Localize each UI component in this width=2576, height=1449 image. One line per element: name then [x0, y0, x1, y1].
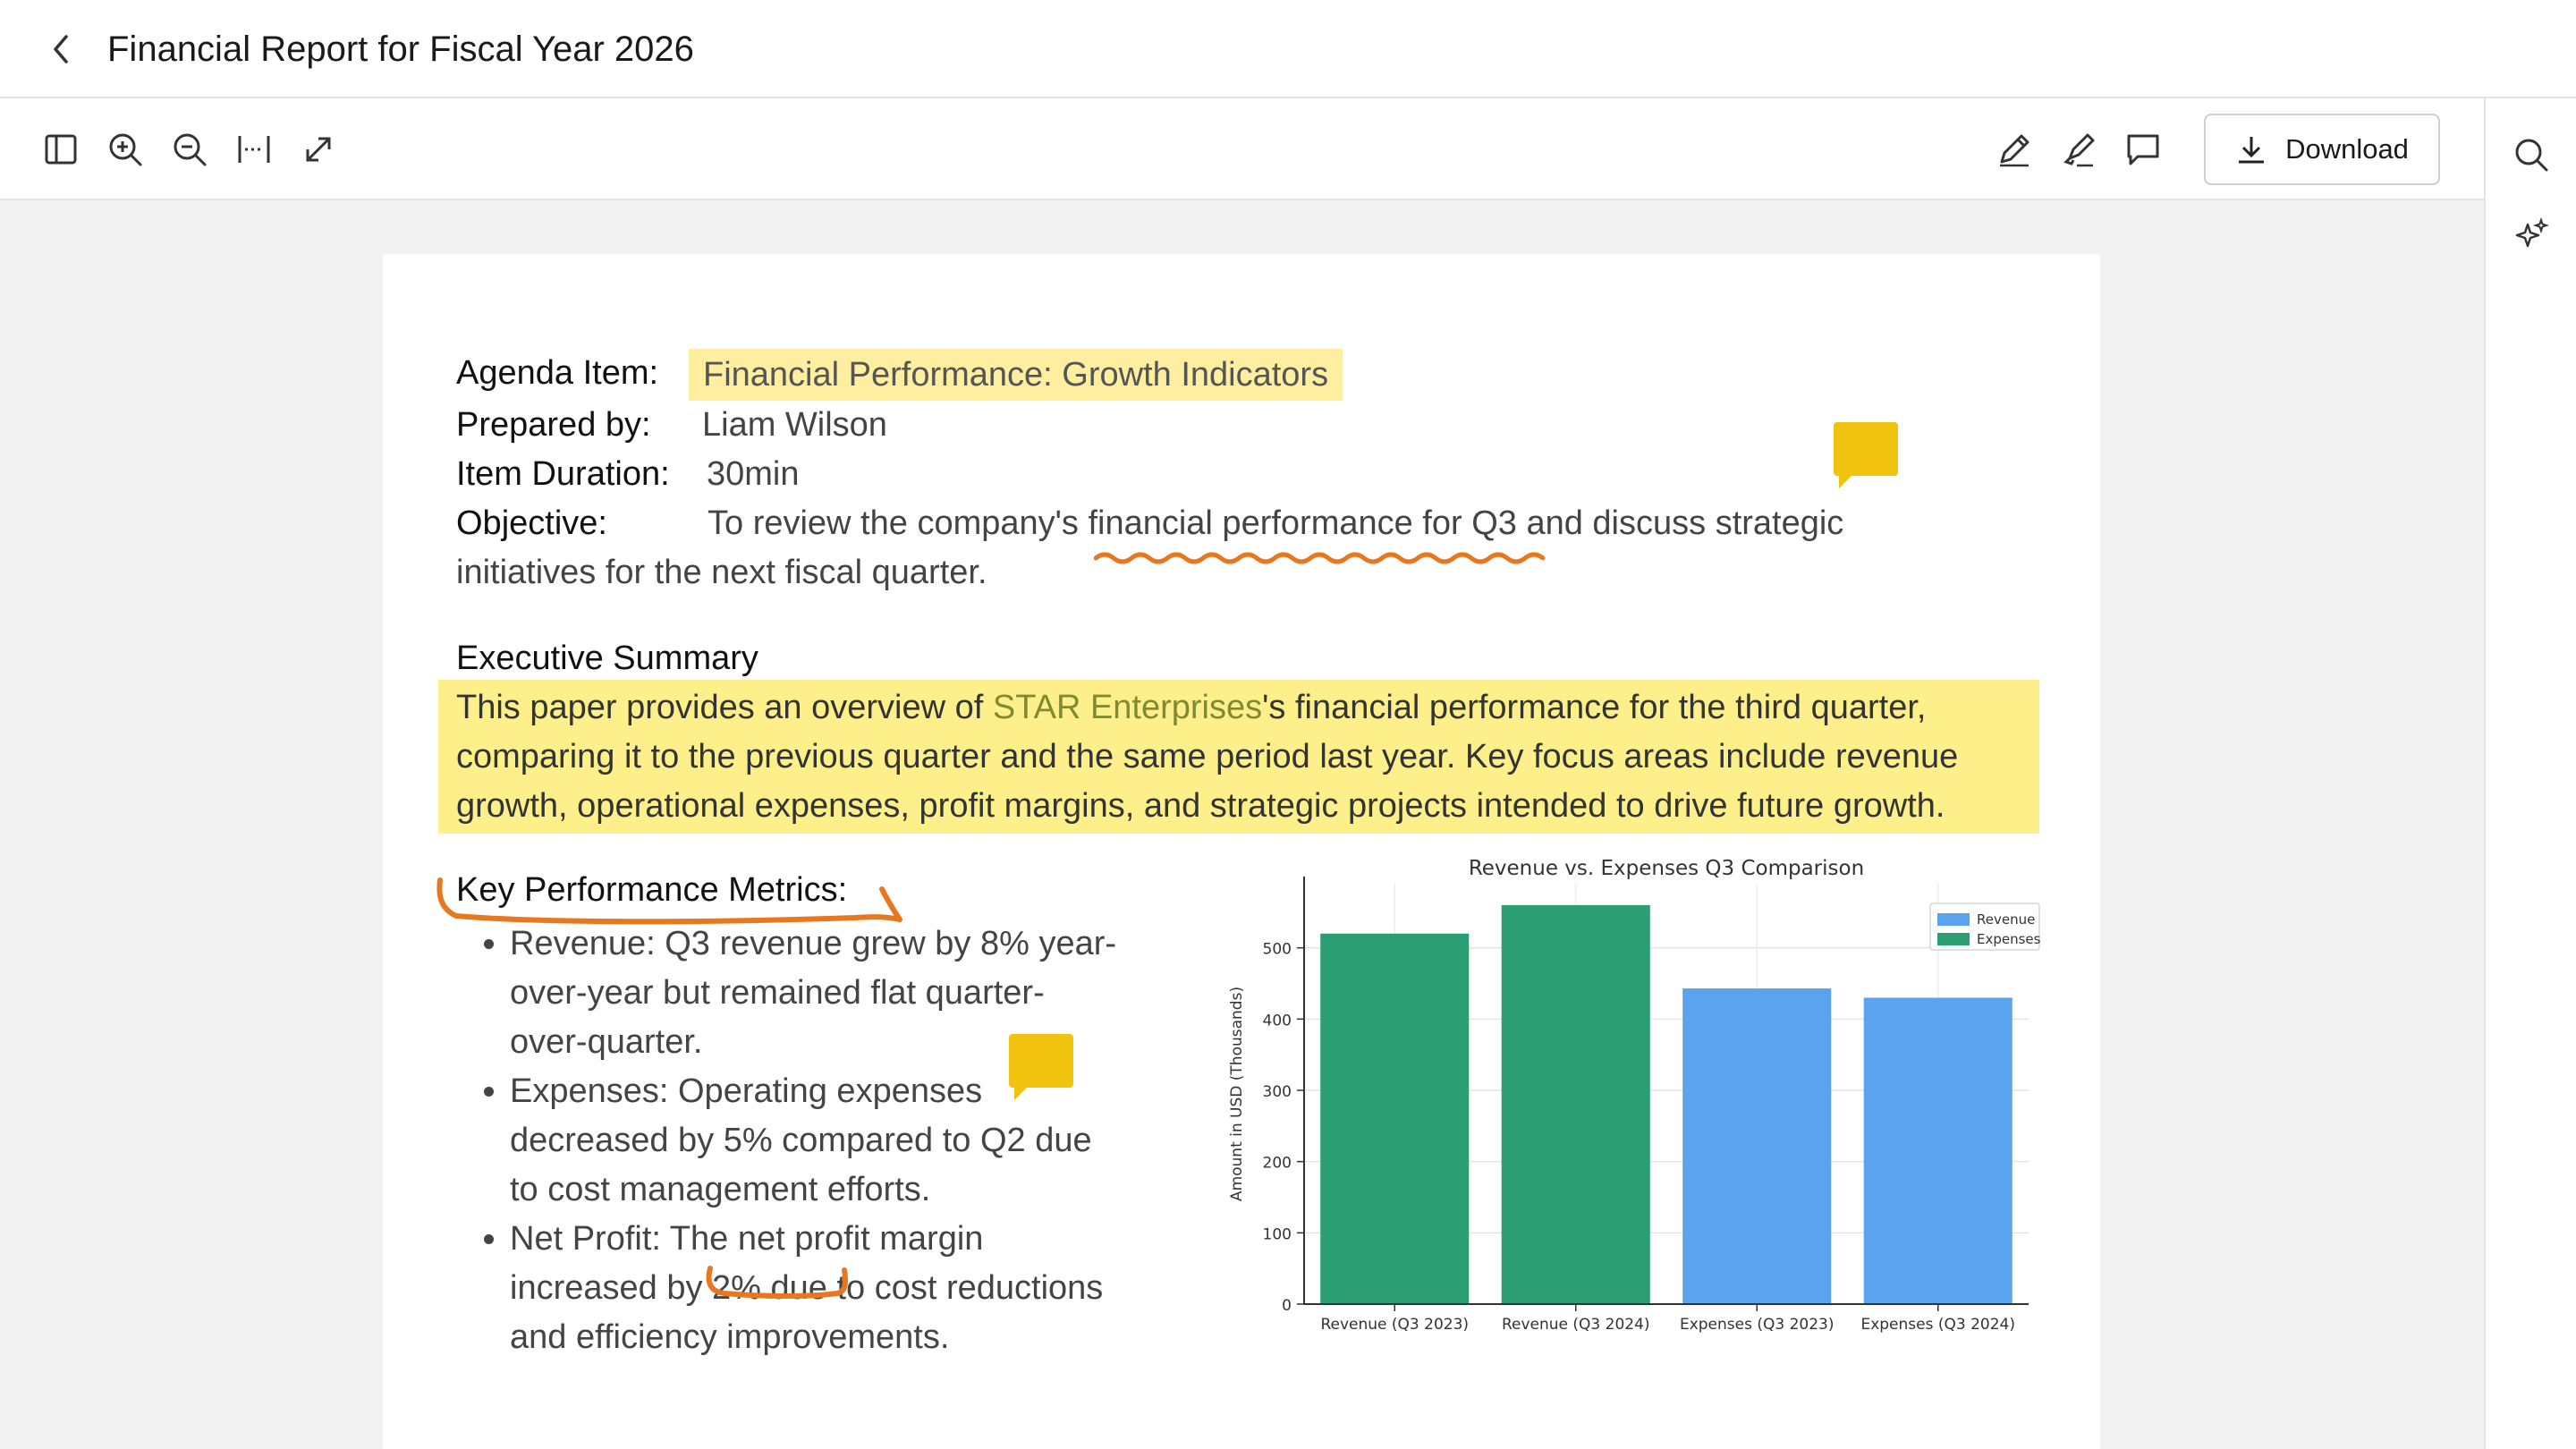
toggle-sidebar-button[interactable]: [41, 130, 80, 169]
summary-line3: growth, operational expenses, profit mar…: [456, 787, 1945, 825]
back-button[interactable]: [39, 27, 84, 72]
y-tick-label: 0: [1282, 1297, 1292, 1315]
objective-underlined: financial performance for Q3: [1088, 504, 1517, 542]
highlighter-tool-button[interactable]: [2059, 130, 2098, 169]
right-rail: [2484, 98, 2576, 1449]
download-icon: [2239, 137, 2265, 164]
legend-swatch: [1937, 913, 1970, 926]
toolbar: Download: [0, 98, 2484, 200]
expand-button[interactable]: [299, 130, 338, 169]
objective-label: Objective:: [456, 504, 607, 542]
sidebar-toggle-icon: [45, 134, 77, 165]
legend-label: Revenue: [1977, 911, 2035, 928]
summary-pre: This paper provides an overview of: [456, 689, 993, 726]
squiggle-underline-annotation[interactable]: [1094, 546, 1559, 572]
bullet2-line1: Expenses: Operating expenses: [510, 1072, 983, 1110]
duration-label: Item Duration:: [456, 455, 670, 493]
sparkle-icon: [2515, 217, 2549, 248]
zoom-in-icon: [109, 133, 142, 166]
search-icon: [2515, 139, 2548, 172]
document-title: Financial Report for Fiscal Year 2026: [107, 30, 694, 69]
objective-line2: initiatives for the next fiscal quarter.: [456, 554, 987, 591]
y-tick-label: 300: [1263, 1083, 1292, 1101]
zoom-in-button[interactable]: [106, 130, 145, 169]
summary-heading: Executive Summary: [456, 640, 758, 677]
bullet3-line3: and efficiency improvements.: [510, 1318, 950, 1356]
search-button[interactable]: [2509, 132, 2554, 177]
summary-company: STAR Enterprises: [992, 689, 1263, 726]
y-tick-label: 100: [1263, 1225, 1292, 1243]
comment-icon: [2127, 134, 2159, 165]
download-label: Download: [2285, 133, 2409, 165]
expand-icon: [306, 137, 331, 162]
bullet3-line2-post: to cost reductions: [826, 1269, 1104, 1307]
highlighter-icon: [2063, 133, 2095, 167]
document-page: Agenda Item: Financial Performance: Grow…: [383, 254, 2100, 1449]
duration-value: 30min: [707, 455, 800, 493]
revenue-expenses-chart: Revenue vs. Expenses Q3 Comparison 0 100 20…: [1228, 859, 2041, 1334]
chart-title: Revenue vs. Expenses Q3 Comparison: [1469, 859, 1864, 880]
chevron-left-icon: [54, 35, 68, 64]
legend-swatch: [1937, 933, 1970, 945]
title-bar: Financial Report for Fiscal Year 2026: [0, 0, 2576, 98]
bracket-mark-annotation[interactable]: [703, 1265, 860, 1304]
legend-label: Expenses: [1977, 931, 2041, 947]
bullet1-line2: over-year but remained flat quarter-: [510, 974, 1045, 1012]
bullet1-line1: Revenue: Q3 revenue grew by 8% year-: [510, 925, 1117, 962]
metrics-list: Revenue: Q3 revenue grew by 8% year- ove…: [463, 919, 1136, 1362]
comment-marker[interactable]: [1007, 1032, 1075, 1104]
pen-icon: [2000, 134, 2029, 167]
chart-bar: [1501, 904, 1650, 1304]
summary-paragraph: This paper provides an overview of STAR …: [456, 683, 2048, 831]
y-tick-label: 500: [1263, 941, 1292, 959]
prepared-label: Prepared by:: [456, 406, 651, 444]
bullet2-line2: decreased by 5% compared to Q2 due: [510, 1122, 1092, 1159]
bullet3-line2-mark: 2% due: [712, 1269, 827, 1307]
prepared-value: Liam Wilson: [702, 406, 887, 444]
summary-line2: comparing it to the previous quarter and…: [456, 738, 1959, 775]
download-button[interactable]: Download: [2204, 114, 2440, 185]
agenda-value: Financial Performance: Growth Indicators: [703, 356, 1329, 394]
list-item: Net Profit: The net profit margin increa…: [510, 1215, 1136, 1362]
chart-bar: [1863, 997, 2012, 1304]
x-tick-label: Revenue (Q3 2023): [1320, 1316, 1469, 1334]
summary-post: 's financial performance for the third q…: [1262, 689, 1927, 726]
pen-tool-button[interactable]: [1995, 130, 2034, 169]
objective-post: and discuss strategic: [1516, 504, 1844, 542]
duration-line: Item Duration:: [456, 450, 670, 499]
agenda-label: Agenda Item:: [456, 354, 659, 392]
y-axis-label: Amount in USD (Thousands): [1228, 987, 1246, 1201]
summary-line1: This paper provides an overview of STAR …: [456, 683, 2048, 733]
bullet1-line3: over-quarter.: [510, 1023, 703, 1061]
y-tick-label: 400: [1263, 1012, 1292, 1030]
agenda-line: Agenda Item:: [456, 349, 658, 398]
fit-width-button[interactable]: [234, 130, 274, 169]
x-tick-label: Expenses (Q3 2024): [1860, 1316, 2015, 1334]
chart-bar: [1320, 933, 1470, 1304]
x-tick-label: Expenses (Q3 2023): [1680, 1316, 1835, 1334]
objective-text: To review the company's financial perfor…: [708, 499, 1843, 548]
x-tick-label: Revenue (Q3 2024): [1502, 1316, 1650, 1334]
zoom-out-button[interactable]: [170, 130, 209, 169]
comment-tool-button[interactable]: [2123, 130, 2163, 169]
prepared-line: Prepared by:: [456, 401, 651, 450]
list-item: Expenses: Operating expenses decreased b…: [510, 1067, 1136, 1215]
bullet3-line2: increased by 2% due to cost reductions: [510, 1264, 1136, 1313]
objective-label-line: Objective:: [456, 499, 607, 548]
bullet3-line2-pre: increased by: [510, 1269, 713, 1307]
bullet3-line1: Net Profit: The net profit margin: [510, 1220, 984, 1258]
y-tick-label: 200: [1263, 1155, 1292, 1173]
metrics-heading: Key Performance Metrics:: [456, 871, 848, 909]
comment-marker[interactable]: [1832, 420, 1900, 492]
zoom-out-icon: [174, 133, 207, 166]
agenda-highlight: Financial Performance: Growth Indicators: [689, 349, 1343, 401]
list-item: Revenue: Q3 revenue grew by 8% year- ove…: [510, 919, 1136, 1067]
bullet2-line3: to cost management efforts.: [510, 1171, 931, 1208]
summary-highlight: [438, 680, 2039, 834]
bracket-underline-annotation[interactable]: [435, 877, 936, 934]
objective-pre: To review the company's: [708, 504, 1089, 542]
chart-bar: [1682, 988, 1832, 1304]
ai-assistant-button[interactable]: [2509, 213, 2554, 258]
fit-width-icon: [238, 136, 270, 163]
